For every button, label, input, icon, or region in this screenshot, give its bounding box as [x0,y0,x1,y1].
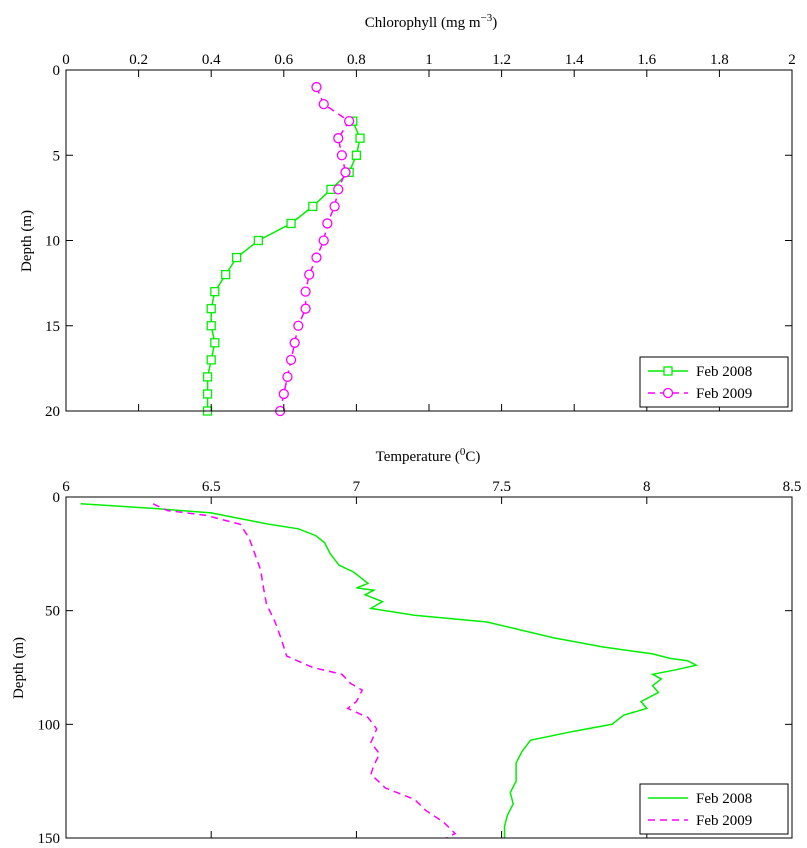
y-tick-label: 5 [53,148,61,164]
y-tick-label: 150 [38,831,61,847]
y-tick-label: 100 [38,717,61,733]
legend-label: Feb 2009 [696,813,752,829]
data-point [206,355,216,365]
data-point [311,81,322,93]
x-tick-label: 0.6 [274,52,293,68]
data-point [286,218,296,229]
y-tick-label: 15 [45,319,60,335]
legend-label: Feb 2008 [696,364,752,380]
series-line-0 [206,120,361,411]
series-line-0 [80,503,699,838]
x-tick-label: 8.5 [783,479,802,495]
y-tick-label: 0 [53,63,61,79]
top-xlabel-sup: −3 [481,12,493,24]
data-point [300,286,311,297]
x-tick-label: 7.5 [492,479,511,495]
top-chart-ylabel: Depth (m) [19,210,35,272]
data-point [318,235,329,246]
x-tick-label: 6.5 [202,479,221,495]
plot-frame [65,496,793,839]
data-point [308,201,318,212]
data-point [300,303,311,314]
data-point [318,98,329,110]
data-point [333,133,344,144]
temperature-plot: 6 6.5 7 7.5 8 8.5 0 50 100 150 Feb 2008 Feb 2009 [38,479,802,847]
data-point [343,116,355,127]
x-tick-label: 1 [425,52,433,68]
x-tick-label: 0 [62,52,70,68]
x-tick-label: 8 [643,479,651,495]
data-point [221,269,231,280]
data-point [289,337,300,348]
series-line-1 [152,503,457,839]
top-xlabel-main: Chlorophyll (mg m [365,15,481,31]
legend-marker [663,366,673,376]
data-point [285,354,297,366]
legend-box [639,356,789,408]
data-point [351,150,362,160]
legend: Feb 2008 Feb 2009 [639,356,789,408]
bottom-xlabel-sup: 0 [460,446,466,458]
data-point [210,338,220,348]
data-point [210,286,220,297]
data-point [206,321,216,331]
data-point [253,235,264,246]
legend-label: Feb 2008 [696,791,752,807]
data-point [231,252,242,263]
data-point [206,304,216,314]
data-point [355,133,365,143]
bottom-xlabel-main: Temperature ( [376,449,460,465]
bottom-chart-ylabel: Depth (m) [11,637,27,699]
data-point [322,218,333,229]
legend-marker [662,387,674,399]
data-point [333,184,344,195]
x-tick-label: 1.6 [637,52,656,68]
data-point [329,201,340,212]
x-tick-label: 1.4 [565,52,584,68]
data-point [336,150,348,161]
bottom-xlabel-end: C) [465,449,480,465]
legend: Feb 2008 Feb 2009 [639,783,789,835]
legend-box [639,783,789,835]
x-tick-label: 6 [62,479,70,495]
y-tick-label: 20 [45,404,60,420]
data-point [340,167,351,178]
x-tick-label: 0.4 [202,52,221,68]
top-chart-xlabel: Chlorophyll (mg m−3) [365,12,498,31]
data-point [282,371,293,383]
data-point [278,388,289,400]
y-tick-label: 10 [45,234,60,250]
x-tick-label: 1.2 [492,52,511,68]
x-tick-label: 7 [353,479,361,495]
data-point [304,269,315,280]
x-tick-label: 0.2 [129,52,148,68]
top-xlabel-end: ) [492,15,497,31]
bottom-chart-xlabel: Temperature (0C) [376,446,481,465]
data-point [293,320,304,331]
data-point [311,252,322,263]
x-tick-label: 2 [788,52,796,68]
data-point [202,372,213,382]
y-tick-label: 50 [45,604,60,620]
legend-label: Feb 2009 [696,386,752,402]
y-tick-label: 0 [53,490,61,506]
x-tick-label: 1.8 [710,52,729,68]
x-tick-label: 0.8 [347,52,366,68]
data-point [202,389,213,399]
